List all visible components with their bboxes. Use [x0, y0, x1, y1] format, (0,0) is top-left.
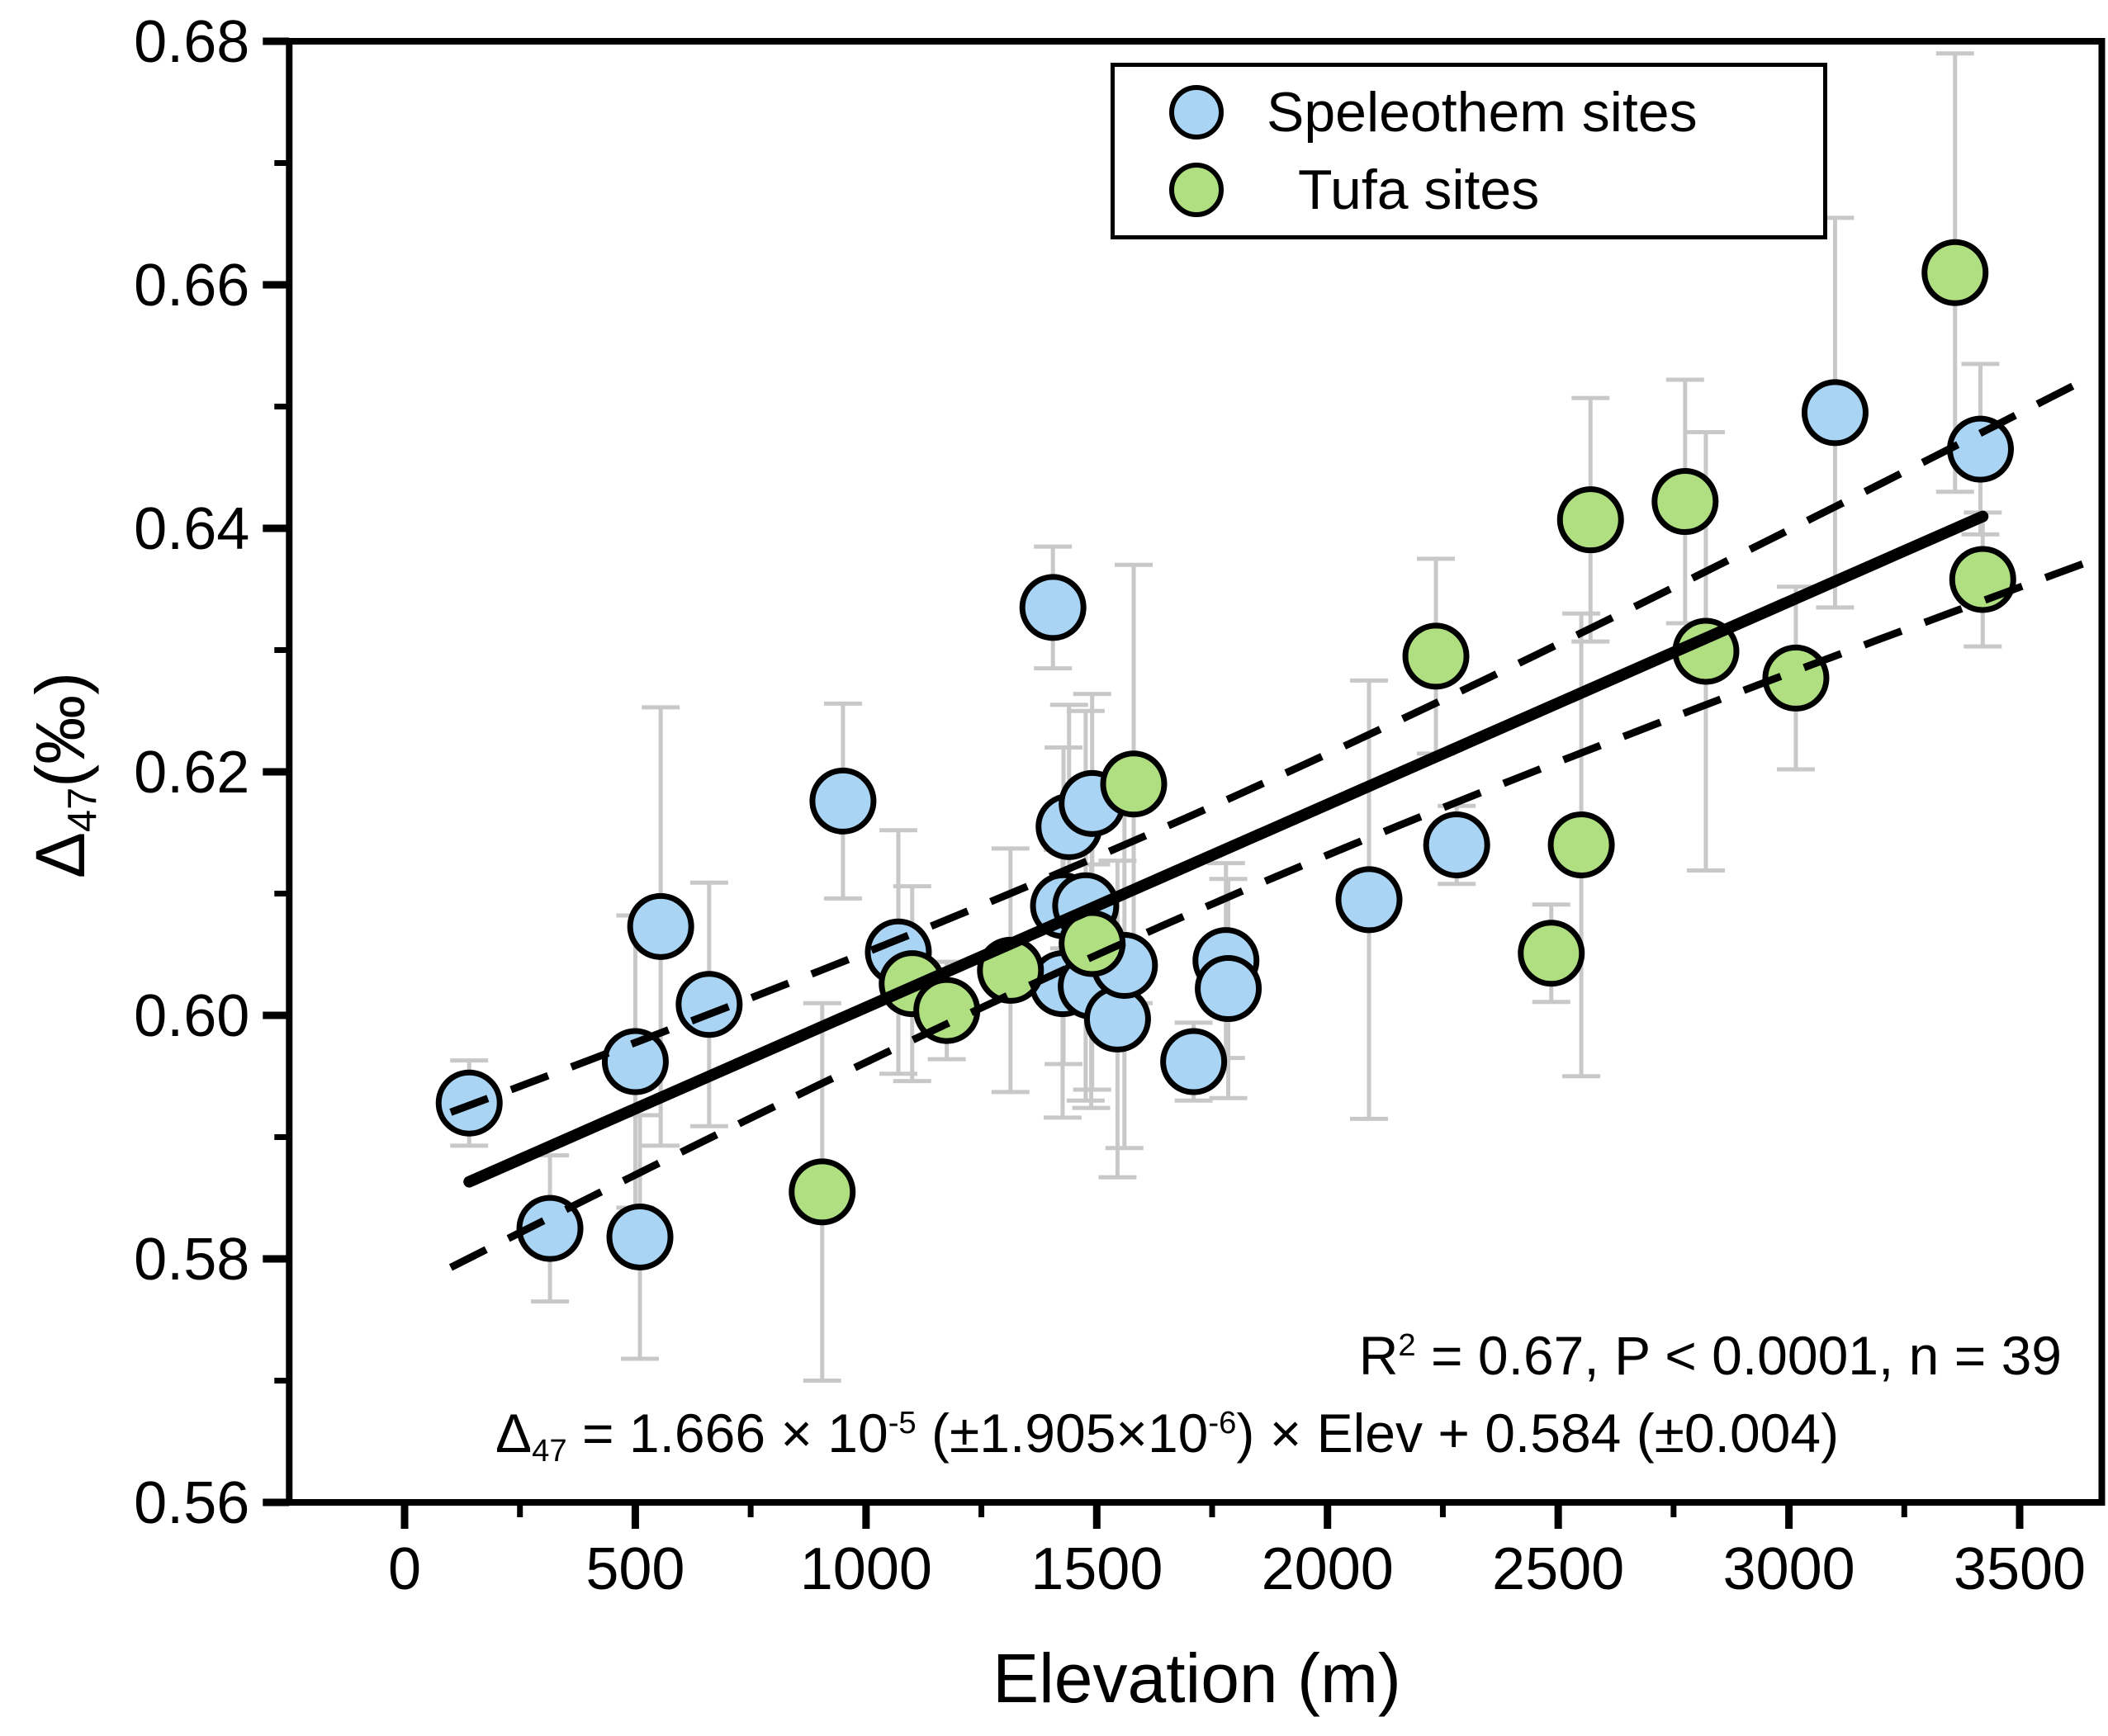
stats-annotation: R2 = 0.67, P < 0.0001, n = 39: [1358, 1325, 2062, 1386]
x-axis-title: Elevation (m): [992, 1639, 1401, 1717]
confidence-band-upper: [449, 374, 2091, 1116]
x-tick-label: 1500: [1030, 1536, 1163, 1602]
y-tick-label: 0.56: [134, 1470, 249, 1536]
scatter-point-speleothem: [1195, 955, 1262, 1023]
scatter-point-tufa: [1100, 750, 1168, 818]
y-tick-label: 0.62: [134, 740, 249, 806]
regression-line: [463, 510, 1989, 1188]
scatter-point-speleothem: [1801, 379, 1869, 447]
x-tick-label: 1000: [800, 1536, 932, 1602]
legend-item-speleothem: Speleothem sites: [1115, 80, 1823, 144]
scatter-point-speleothem: [675, 971, 743, 1038]
scatter-point-tufa: [1518, 920, 1585, 987]
scatter-point-tufa: [1556, 486, 1624, 554]
scatter-point-speleothem: [1335, 866, 1403, 934]
scatter-point-tufa: [1949, 546, 2016, 613]
legend: Speleothem sites Tufa sites: [1111, 63, 1827, 239]
x-tick-label: 2500: [1492, 1536, 1624, 1602]
scatter-point-speleothem: [516, 1194, 584, 1262]
scatter-point-tufa: [789, 1158, 856, 1226]
y-tick-label: 0.58: [134, 1227, 249, 1293]
scatter-point-speleothem: [606, 1203, 674, 1270]
scatter-point-speleothem: [1423, 811, 1490, 878]
scatter-point-speleothem: [627, 892, 694, 960]
x-tick-label: 3000: [1722, 1536, 1855, 1602]
y-axis-title: Δ47(‰): [21, 671, 105, 879]
legend-item-tufa: Tufa sites: [1115, 158, 1823, 222]
speleothem-marker-icon: [1169, 85, 1224, 140]
scatter-point-tufa: [1402, 622, 1470, 690]
x-tick-label: 500: [585, 1536, 685, 1602]
scatter-point-speleothem: [601, 1028, 669, 1095]
legend-label-tufa: Tufa sites: [1298, 158, 1540, 221]
scatter-point-speleothem: [809, 767, 877, 835]
scatter-point-speleothem: [1160, 1028, 1228, 1095]
x-tick-label: 2000: [1262, 1536, 1394, 1602]
scatter-point-speleothem: [1946, 415, 2014, 483]
y-tick-label: 0.60: [134, 983, 249, 1049]
scatter-point-tufa: [1547, 811, 1615, 878]
scatter-point-speleothem: [1019, 574, 1087, 641]
y-tick-label: 0.68: [134, 9, 249, 75]
scatter-point-tufa: [1651, 468, 1719, 536]
y-tick-label: 0.64: [134, 496, 249, 562]
x-tick-label: 3500: [1954, 1536, 2086, 1602]
legend-label-speleothem: Speleothem sites: [1267, 81, 1698, 144]
y-tick-label: 0.66: [134, 253, 249, 319]
x-tick-label: 0: [388, 1536, 421, 1602]
confidence-band-lower: [448, 558, 2091, 1271]
tufa-marker-icon: [1169, 163, 1224, 217]
plot-frame: [286, 38, 2106, 1506]
equation-annotation: Δ47 = 1.666 × 10-5 (±1.905×10-6) × Elev …: [495, 1403, 1840, 1469]
scatter-point-tufa: [1921, 239, 1989, 306]
